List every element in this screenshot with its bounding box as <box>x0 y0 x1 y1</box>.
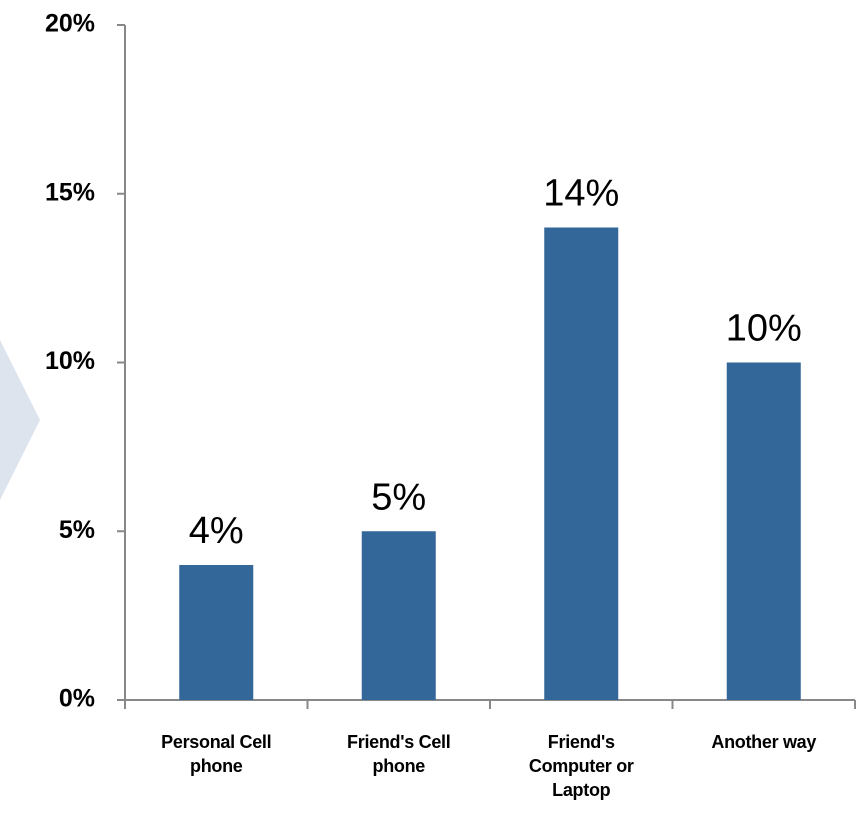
y-tick-label: 15% <box>45 178 95 206</box>
x-tick-label: Friend's Computer or Laptop <box>528 732 634 800</box>
value-label: 10% <box>726 308 802 350</box>
bar <box>726 362 801 700</box>
y-tick-label: 20% <box>45 10 95 38</box>
bar <box>544 227 619 700</box>
x-tick-label: Friend's Cell phone <box>347 732 451 776</box>
decoration <box>0 340 40 500</box>
y-tick-label: 0% <box>59 685 95 713</box>
value-label: 4% <box>189 510 244 552</box>
value-label: 14% <box>543 173 619 215</box>
bar <box>361 531 436 700</box>
bar <box>179 565 254 700</box>
y-tick-label: 10% <box>45 347 95 375</box>
x-tick-label: Personal Cell phone <box>161 732 272 776</box>
value-label: 5% <box>371 476 426 518</box>
x-tick-label: Another way <box>711 732 817 752</box>
y-tick-label: 5% <box>59 516 95 544</box>
